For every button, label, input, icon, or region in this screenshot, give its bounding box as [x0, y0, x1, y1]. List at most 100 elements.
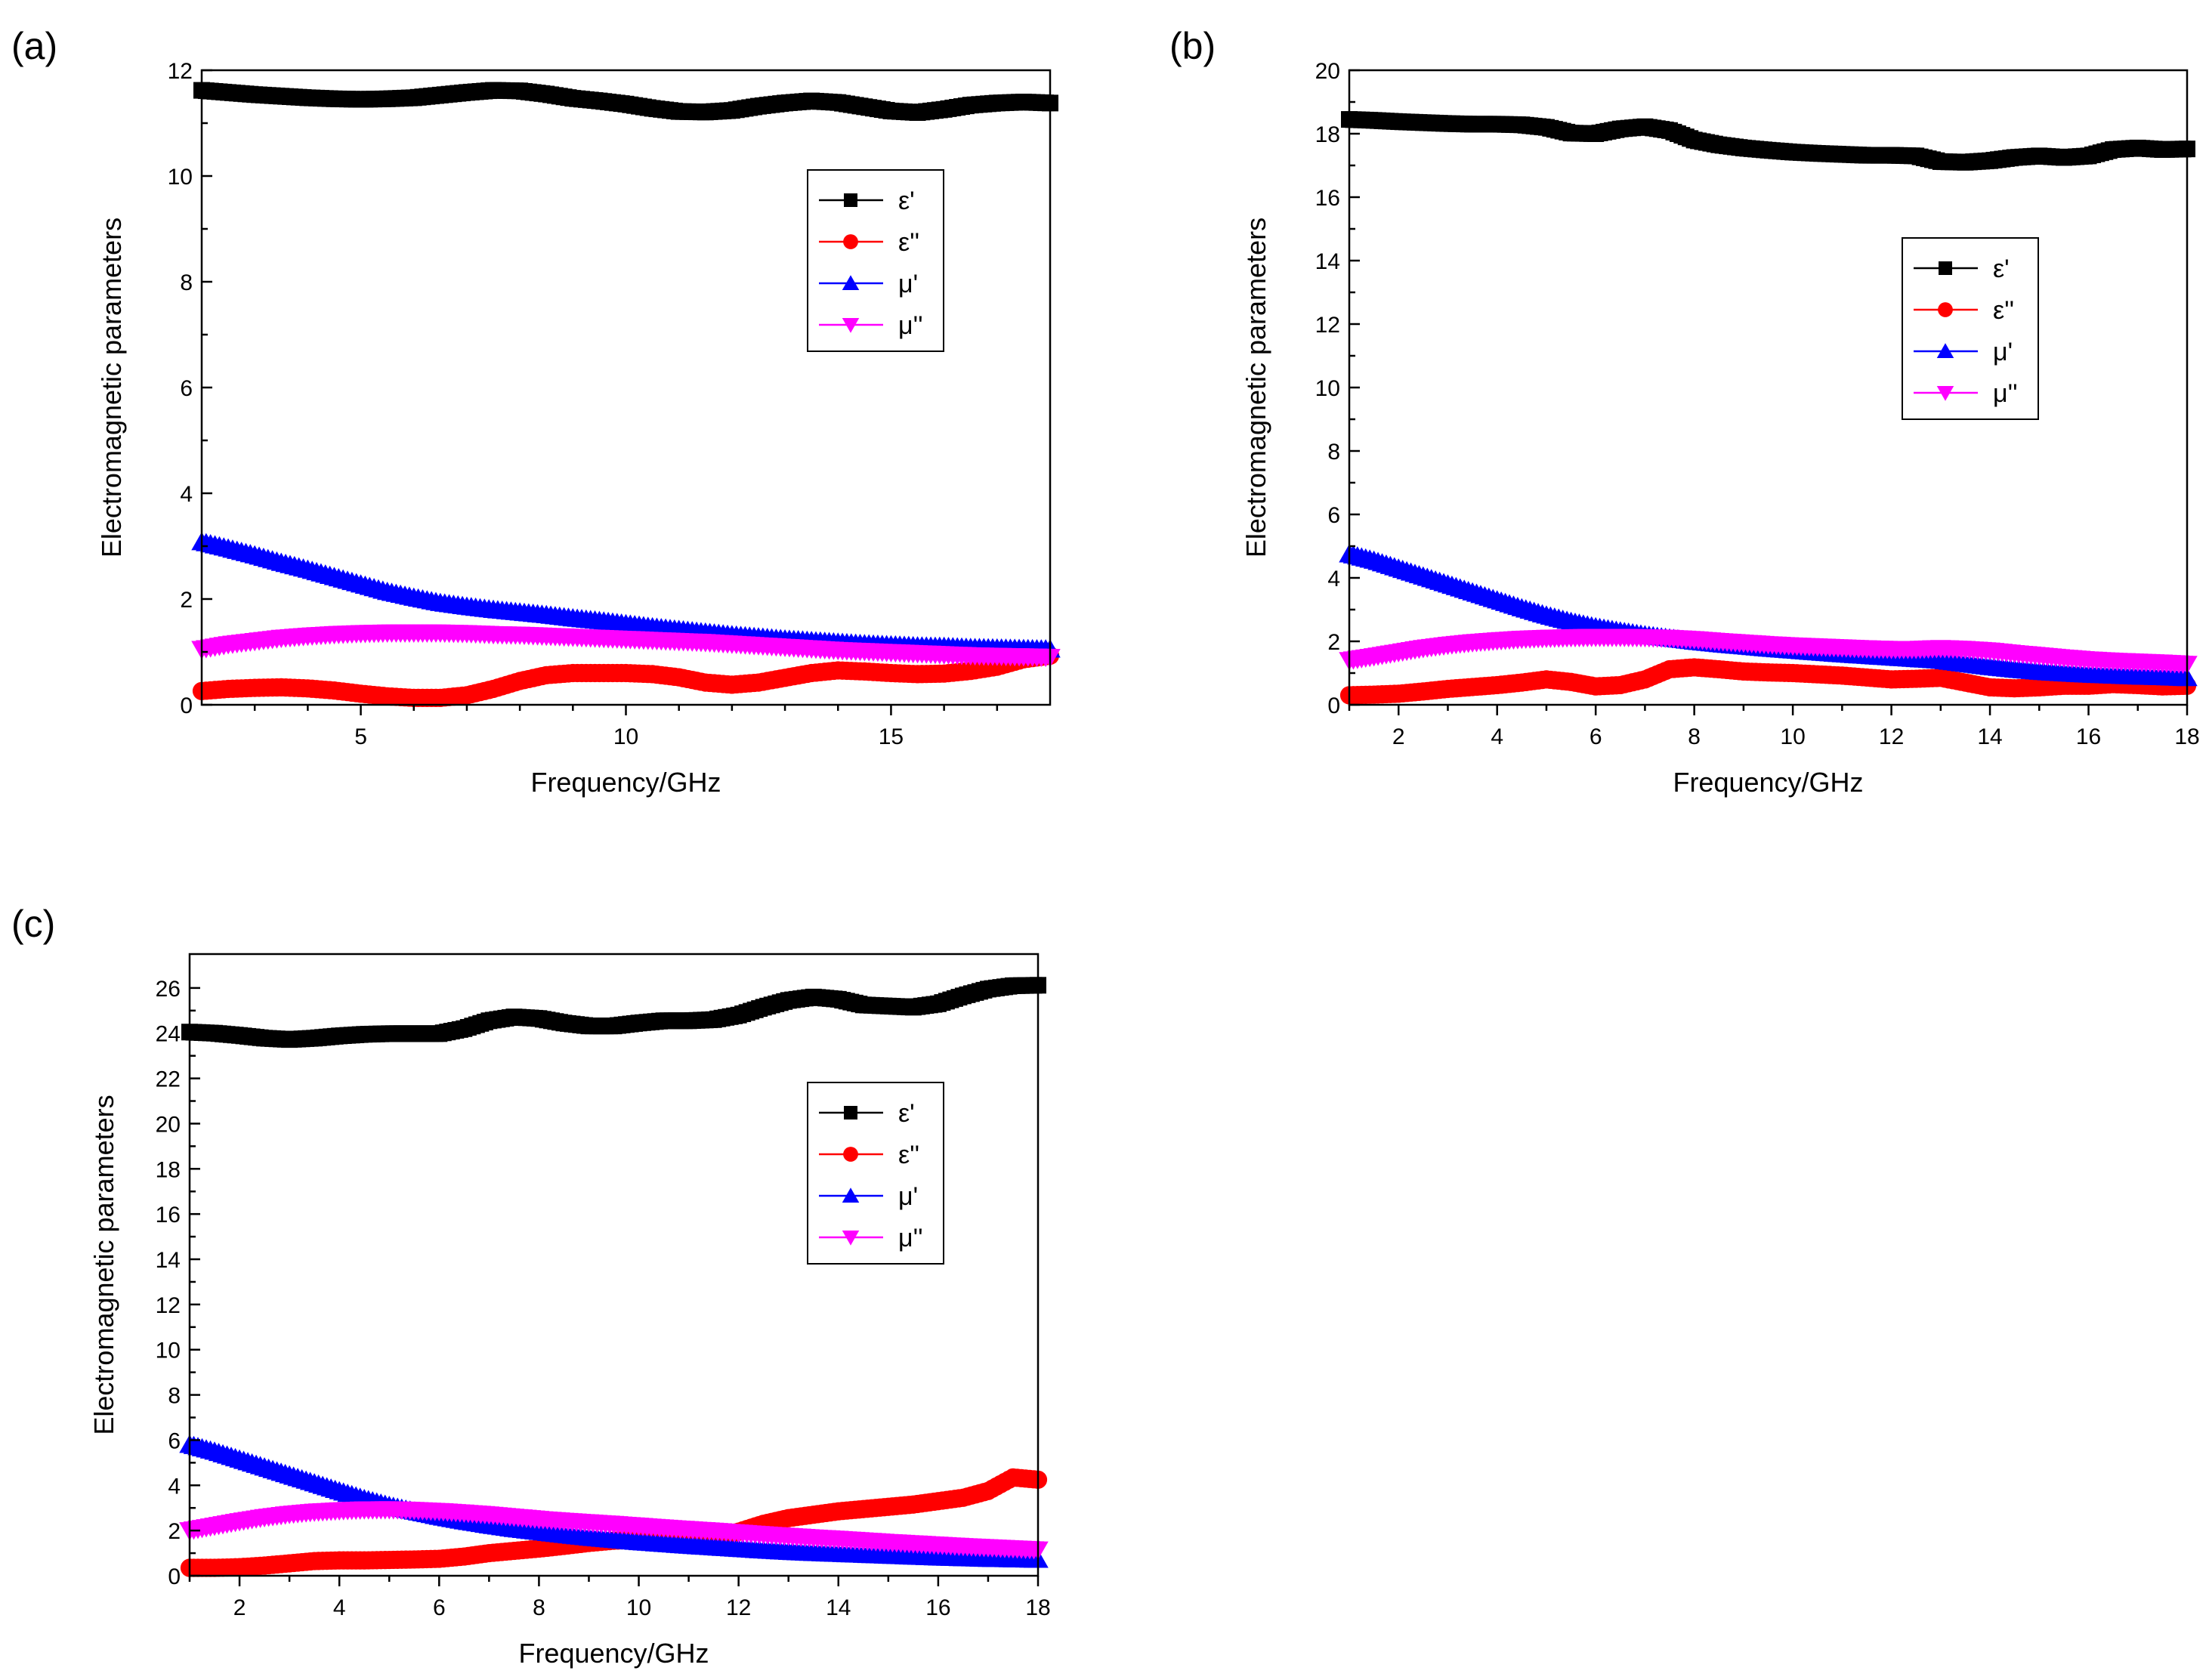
- y-tick-label: 0: [1327, 693, 1340, 718]
- legend-marker: [842, 275, 860, 290]
- x-tick-label: 8: [533, 1595, 545, 1620]
- legend-marker: [842, 318, 860, 333]
- series-3: [179, 1501, 1049, 1560]
- y-tick-label: 24: [156, 1022, 181, 1047]
- legend-marker: [1938, 302, 1953, 317]
- x-tick-label: 4: [333, 1595, 346, 1620]
- x-tick-label: 4: [1491, 724, 1503, 749]
- x-tick-label: 15: [879, 724, 904, 749]
- chart-panel-1: (a) 0 2 4 6 8 10 12 5 10 15 Frequency/GHz Electromag…: [11, 25, 1061, 798]
- legend-label: μ': [1993, 338, 2013, 366]
- x-axis-title: Frequency/GHz: [518, 1638, 709, 1669]
- y-tick-label: 10: [156, 1339, 181, 1363]
- x-tick-label: 18: [2174, 724, 2199, 749]
- x-tick-label: 2: [1392, 724, 1405, 749]
- y-tick-label: 4: [1327, 567, 1340, 591]
- legend: ε' ε'' μ' μ'': [807, 169, 944, 352]
- series-0: [193, 82, 1058, 121]
- panel-label: (c): [11, 903, 55, 945]
- y-tick-label: 8: [1327, 440, 1340, 465]
- y-tick-label: 6: [168, 1428, 181, 1453]
- y-tick-label: 0: [180, 693, 193, 718]
- legend-marker: [1939, 261, 1952, 275]
- legend-marker: [843, 1147, 858, 1162]
- y-tick-label: 26: [156, 977, 181, 1002]
- x-tick-label: 8: [1688, 724, 1701, 749]
- y-tick-label: 6: [180, 376, 193, 401]
- y-tick-label: 8: [168, 1384, 181, 1409]
- legend-marker: [844, 193, 857, 207]
- legend-label: ε': [1993, 255, 2010, 283]
- chart-panel-2: (b) 0 2 4 6 8 10 12 14 16 18 20 2 4 6 8 10 12 14 16 18 Freque…: [1169, 25, 2200, 798]
- x-tick-label: 10: [626, 1595, 651, 1620]
- y-tick-label: 18: [1315, 122, 1340, 147]
- x-tick-label: 6: [1590, 724, 1602, 749]
- y-tick-label: 4: [168, 1474, 181, 1499]
- y-tick-label: 2: [1327, 630, 1340, 655]
- y-tick-label: 20: [156, 1112, 181, 1137]
- legend-label: μ'': [898, 1224, 923, 1252]
- legend-marker: [844, 1106, 857, 1119]
- y-tick-label: 0: [168, 1564, 181, 1589]
- legend-marker: [842, 1231, 860, 1246]
- y-tick-label: 22: [156, 1067, 181, 1092]
- legend: ε' ε'' μ' μ'': [1902, 237, 2039, 420]
- legend-marker: [1936, 386, 1954, 401]
- legend-label: μ'': [898, 311, 923, 340]
- y-tick-label: 18: [156, 1157, 181, 1182]
- y-tick-label: 12: [168, 59, 193, 84]
- x-tick-label: 12: [726, 1595, 751, 1620]
- series-3: [191, 624, 1061, 668]
- y-tick-label: 16: [1315, 186, 1340, 211]
- y-axis-title: Electromagnetic parameters: [88, 1095, 119, 1434]
- legend-marker: [1936, 343, 1954, 358]
- y-tick-label: 14: [1315, 249, 1340, 274]
- panel-label: (b): [1169, 25, 1216, 67]
- x-tick-label: 10: [613, 724, 638, 749]
- series-0: [1341, 111, 2195, 171]
- panel-label: (a): [11, 25, 57, 67]
- y-axis-title: Electromagnetic parameters: [1240, 218, 1271, 557]
- x-tick-label: 12: [1879, 724, 1904, 749]
- y-tick-label: 12: [1315, 313, 1340, 338]
- series-0: [181, 977, 1046, 1048]
- y-tick-label: 8: [180, 270, 193, 295]
- y-tick-label: 2: [168, 1519, 181, 1544]
- legend-marker: [842, 1187, 860, 1203]
- y-tick-label: 14: [156, 1248, 181, 1273]
- x-tick-label: 5: [354, 724, 367, 749]
- legend-label: ε'': [1993, 296, 2014, 325]
- legend-label: ε': [898, 187, 915, 215]
- x-tick-label: 18: [1025, 1595, 1050, 1620]
- y-axis-title: Electromagnetic parameters: [96, 218, 127, 557]
- x-tick-label: 14: [826, 1595, 851, 1620]
- x-tick-label: 6: [433, 1595, 446, 1620]
- legend-label: ε': [898, 1099, 915, 1128]
- x-tick-label: 10: [1780, 724, 1805, 749]
- y-tick-label: 6: [1327, 503, 1340, 528]
- series-3: [1339, 628, 2198, 675]
- y-tick-label: 10: [1315, 376, 1340, 401]
- y-tick-label: 12: [156, 1293, 181, 1318]
- x-tick-label: 14: [1977, 724, 2002, 749]
- y-tick-label: 20: [1315, 59, 1340, 84]
- legend-label: μ'': [1993, 379, 2018, 408]
- plot-frame: [200, 69, 1052, 706]
- y-tick-label: 16: [156, 1203, 181, 1228]
- y-tick-label: 4: [180, 482, 193, 507]
- legend-label: ε'': [898, 228, 919, 257]
- x-tick-label: 16: [2076, 724, 2101, 749]
- legend-marker: [843, 234, 858, 249]
- x-axis-title: Frequency/GHz: [1673, 767, 1863, 798]
- plot-frame: [188, 953, 1040, 1577]
- legend-label: μ': [898, 1182, 918, 1211]
- y-tick-label: 10: [168, 165, 193, 190]
- x-tick-label: 16: [925, 1595, 950, 1620]
- series-1: [192, 646, 1060, 708]
- legend-label: μ': [898, 270, 918, 298]
- legend: ε' ε'' μ' μ'': [807, 1082, 944, 1265]
- y-tick-label: 2: [180, 588, 193, 613]
- legend-label: ε'': [898, 1141, 919, 1169]
